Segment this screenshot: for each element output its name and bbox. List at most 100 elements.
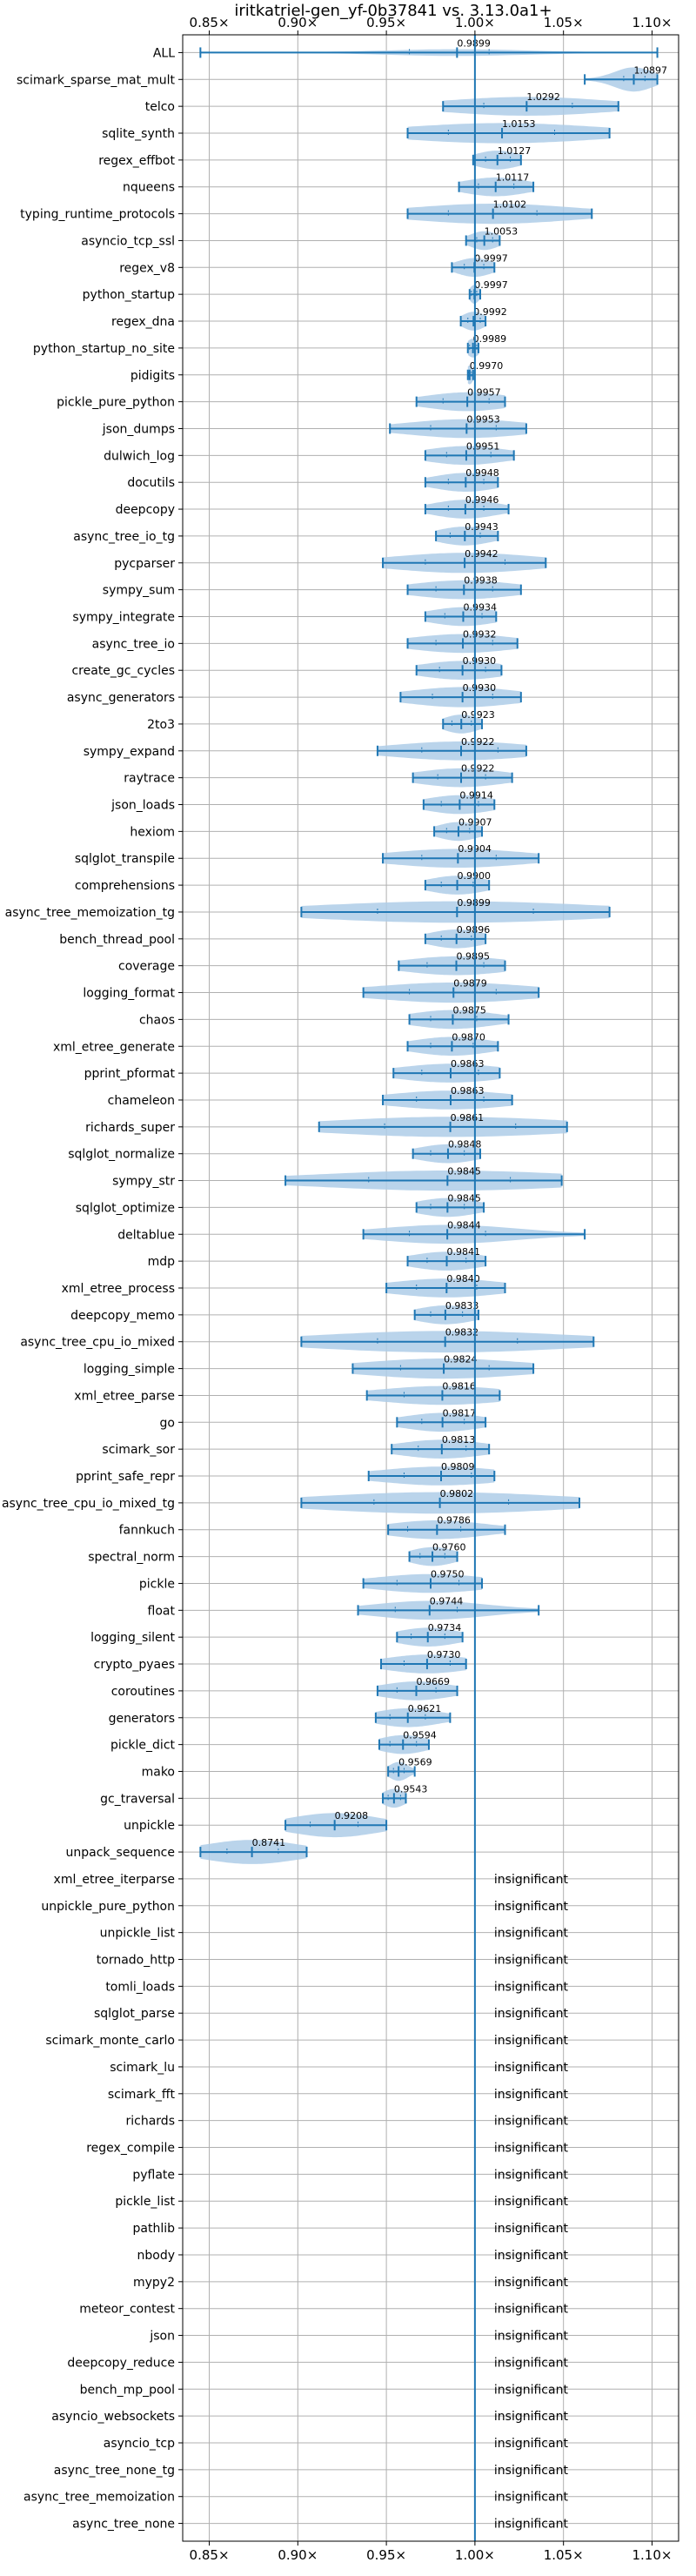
insignificant-label: insignificant: [494, 2330, 569, 2344]
category-label: async_tree_memoization: [23, 2491, 175, 2505]
category-label: json_dumps: [102, 422, 175, 436]
category-label: async_tree_io_tg: [73, 530, 175, 544]
x-tick-label-bottom: 0.85×: [190, 2547, 230, 2563]
value-label: 0.9816: [442, 1380, 475, 1392]
category-label: async_tree_memoization_tg: [5, 906, 175, 920]
category-label: sqlite_synth: [102, 127, 175, 141]
insignificant-label: insignificant: [494, 2195, 569, 2209]
category-label: json_loads: [110, 799, 175, 813]
category-label: scimark_sparse_mat_mult: [17, 73, 175, 87]
value-label: 0.9946: [465, 494, 499, 506]
category-label: regex_dna: [111, 315, 175, 329]
violin-coroutines: 0.9669: [376, 1676, 458, 1701]
category-label: chaos: [139, 1013, 175, 1027]
value-label: 1.0897: [633, 64, 667, 76]
violin-regex_effbot: 1.0127: [472, 145, 532, 170]
insignificant-label: insignificant: [494, 2491, 569, 2505]
insignificant-label: insignificant: [494, 2410, 569, 2424]
value-label: 0.8741: [252, 1837, 286, 1848]
violin-sympy_expand: 0.9922: [376, 736, 527, 761]
category-label: sympy_integrate: [72, 610, 175, 624]
value-label: 0.9750: [431, 1568, 465, 1580]
category-label: generators: [109, 1712, 175, 1726]
value-label: 0.9997: [474, 252, 508, 264]
violin-scimark_sparse_mat_mult: 1.0897: [584, 64, 667, 92]
category-label: deltablue: [117, 1228, 175, 1242]
insignificant-label: insignificant: [494, 1927, 569, 1941]
violin-chaos: 0.9875: [408, 1004, 510, 1030]
violin-spectral_norm: 0.9760: [408, 1542, 466, 1566]
value-label: 0.9832: [445, 1327, 479, 1338]
category-label: nbody: [137, 2249, 176, 2263]
category-label: create_gc_cycles: [71, 664, 175, 678]
violin-async_tree_io_tg: 0.9943: [435, 521, 499, 546]
category-label: logging_simple: [84, 1363, 175, 1377]
value-label: 0.9786: [437, 1515, 471, 1526]
violin-docutils: 0.9948: [424, 467, 499, 492]
value-label: 0.9840: [446, 1273, 480, 1285]
category-label: async_tree_io: [92, 637, 175, 651]
value-label: 0.9861: [451, 1112, 485, 1124]
category-label: spectral_norm: [88, 1551, 175, 1565]
value-label: 0.9899: [457, 897, 491, 909]
value-label: 0.9844: [447, 1219, 481, 1231]
insignificant-label: insignificant: [494, 1873, 569, 1887]
category-label: sqlglot_parse: [94, 2007, 175, 2021]
value-label: 0.9594: [403, 1730, 437, 1741]
value-label: 0.9992: [473, 306, 507, 318]
value-label: 0.9734: [428, 1622, 462, 1633]
category-label: 2to3: [147, 718, 175, 732]
violin-pprint_safe_repr: 0.9809: [367, 1461, 496, 1486]
violin-deltablue: 0.9844: [362, 1219, 586, 1244]
category-label: tomli_loads: [105, 1980, 175, 1994]
violin-async_tree_memoization_tg: 0.9899: [300, 897, 611, 923]
category-label: pyflate: [132, 2168, 175, 2182]
violin-python_startup_no_site: 0.9989: [466, 333, 507, 358]
category-label: mako: [142, 1765, 175, 1779]
x-tick-label-bottom: 0.95×: [366, 2547, 406, 2563]
violin-sympy_sum: 0.9938: [406, 575, 522, 600]
category-label: go: [160, 1416, 175, 1430]
category-label: sqlglot_transpile: [75, 852, 175, 866]
x-tick-label-bottom: 1.10×: [632, 2547, 672, 2563]
violin-typing_runtime_protocols: 1.0102: [406, 199, 593, 225]
violin-float: 0.9744: [357, 1595, 540, 1620]
category-label: xml_etree_iterparse: [54, 1873, 175, 1887]
category-label: typing_runtime_protocols: [20, 208, 175, 222]
category-label: xml_etree_generate: [53, 1040, 175, 1054]
value-label: 0.9997: [474, 279, 508, 291]
value-label: 0.9744: [430, 1595, 464, 1607]
value-label: 0.9930: [463, 682, 497, 694]
value-label: 0.9809: [441, 1461, 475, 1472]
category-label: deepcopy_memo: [70, 1309, 175, 1323]
insignificant-label: insignificant: [494, 2061, 569, 2075]
violin-nqueens: 1.0117: [458, 172, 535, 197]
value-label: 0.9989: [473, 333, 507, 345]
category-label: gc_traversal: [100, 1792, 175, 1806]
value-label: 0.9899: [457, 37, 491, 49]
category-label: pidigits: [130, 369, 175, 383]
insignificant-label: insignificant: [494, 2222, 569, 2236]
category-label: pycparser: [114, 557, 175, 571]
value-label: 0.9845: [447, 1192, 481, 1204]
category-label: logging_format: [83, 987, 175, 1001]
category-label: deepcopy_reduce: [67, 2356, 175, 2370]
x-tick-label-bottom: 1.00×: [455, 2547, 495, 2563]
violin-json_loads: 0.9914: [422, 790, 496, 815]
violin-pidigits: 0.9970: [466, 360, 503, 385]
category-label: async_tree_cpu_io_mixed: [20, 1336, 175, 1350]
category-label: sqlglot_normalize: [68, 1148, 175, 1162]
value-label: 1.0127: [498, 145, 532, 157]
category-label: fannkuch: [119, 1524, 175, 1538]
violin-sympy_integrate: 0.9934: [424, 601, 498, 627]
category-label: dulwich_log: [104, 449, 175, 463]
x-tick-label-top: 1.10×: [632, 15, 672, 30]
x-tick-label-top: 0.95×: [366, 15, 406, 30]
violin-async_tree_io: 0.9932: [406, 628, 519, 654]
violin-regex_v8: 0.9997: [451, 252, 508, 278]
category-label: python_startup_no_site: [33, 342, 175, 356]
value-label: 0.9953: [466, 413, 500, 425]
violin-async_tree_cpu_io_mixed: 0.9832: [300, 1327, 595, 1353]
insignificant-label: insignificant: [494, 2034, 569, 2048]
category-label: pickle_dict: [110, 1739, 176, 1753]
